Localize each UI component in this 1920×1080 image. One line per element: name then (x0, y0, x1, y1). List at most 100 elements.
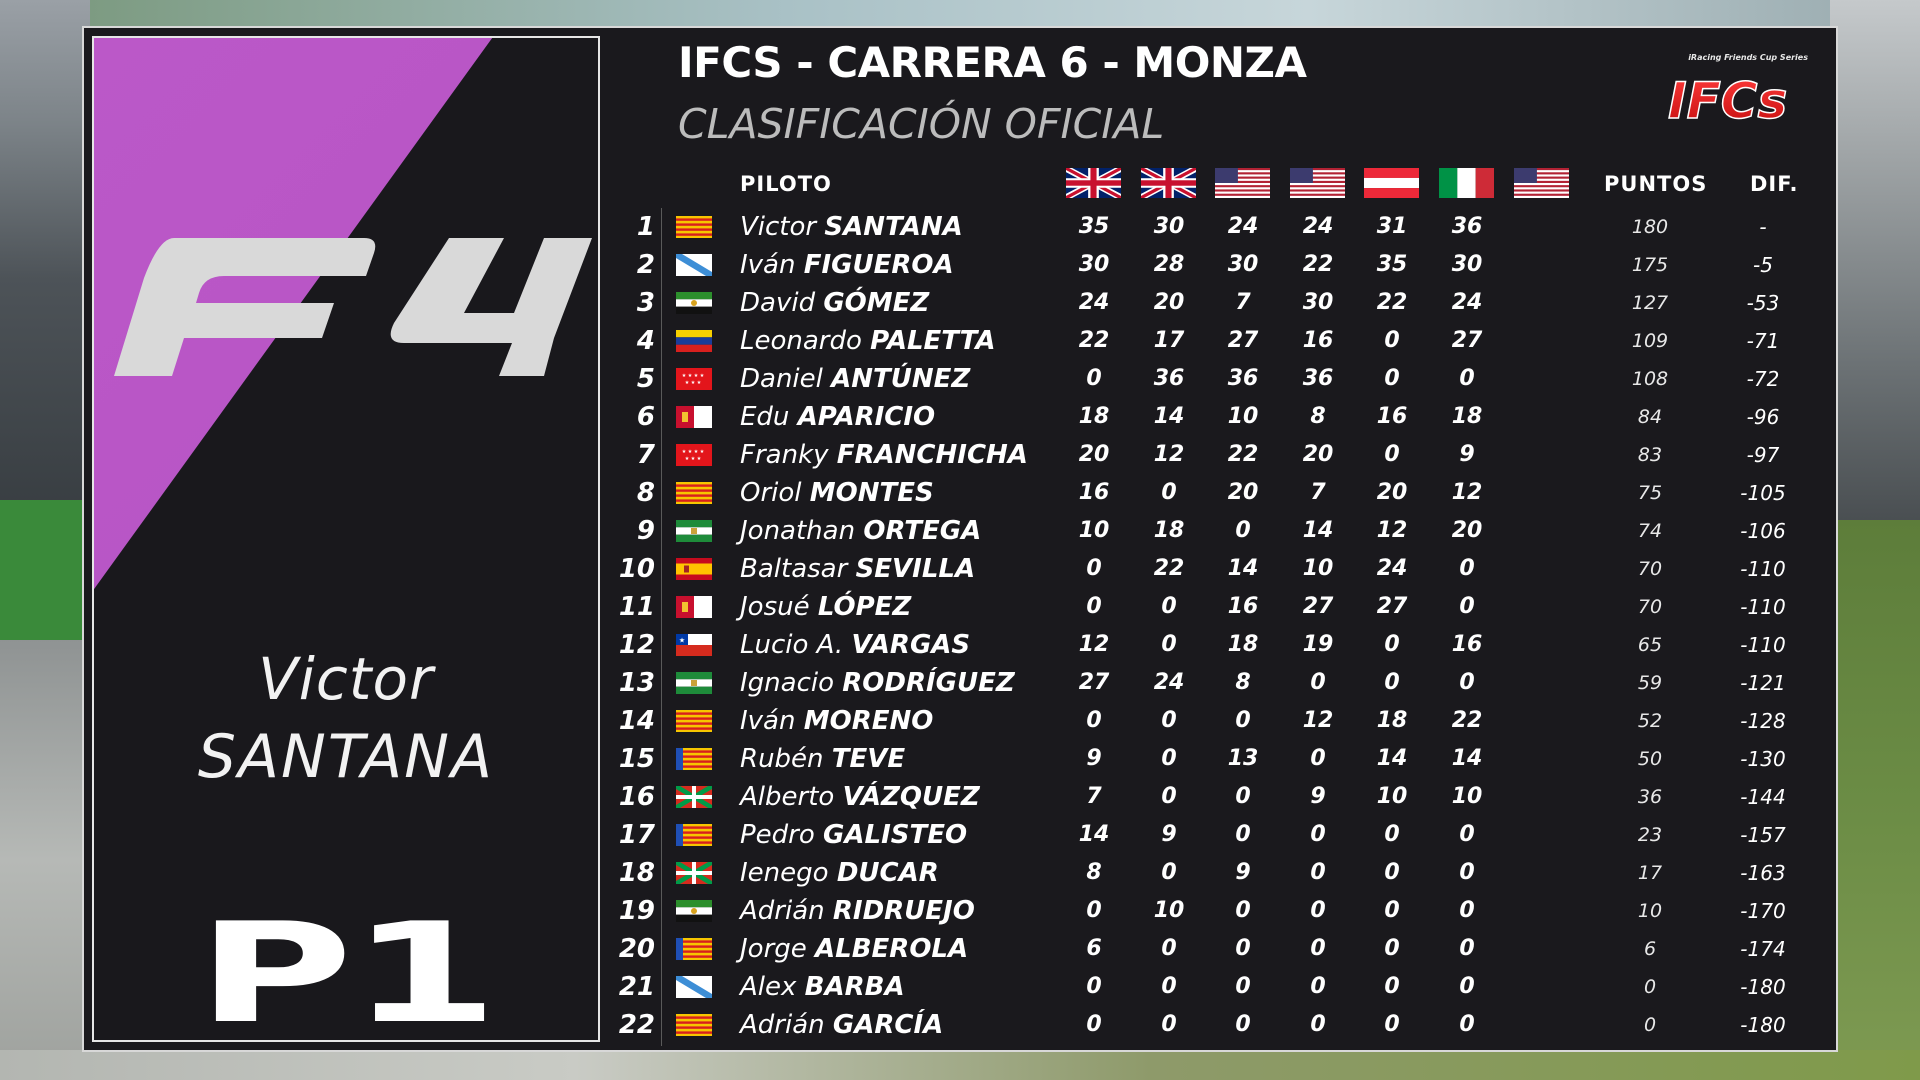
row-difference: -105 (1740, 481, 1786, 505)
driver-first-name: Ignacio (740, 668, 843, 698)
row-race-points: 6 (1086, 936, 1102, 961)
race-flag-austria-icon (1364, 168, 1419, 198)
row-race-points: 0 (1384, 670, 1400, 695)
race-flag-usa-icon (1514, 168, 1569, 198)
column-divider (661, 208, 662, 1046)
row-race-points: 10 (1302, 556, 1334, 581)
row-race-points: 0 (1384, 936, 1400, 961)
basque-flag-icon (676, 862, 712, 884)
row-race-points: 0 (1384, 632, 1400, 657)
row-race-points: 20 (1376, 480, 1408, 505)
row-driver-name: Franky FRANCHICHA (740, 436, 1028, 474)
row-driver-name: Rubén TEVE (740, 740, 905, 778)
row-difference: -170 (1740, 899, 1786, 923)
row-position: 22 (618, 1010, 655, 1040)
row-race-points: 36 (1227, 366, 1259, 391)
svg-text:★: ★ (691, 380, 696, 386)
andalusia-flag-icon (676, 520, 712, 542)
row-race-points: 0 (1086, 556, 1102, 581)
table-row: 17 Pedro GALISTEO 14 9 0 0 0 0 23 -157 (600, 816, 1800, 854)
row-race-points: 18 (1451, 404, 1483, 429)
row-difference: - (1759, 215, 1767, 239)
driver-last-name: PALETTA (870, 326, 996, 356)
driver-first-name: Iván (740, 250, 804, 280)
row-race-points: 30 (1302, 290, 1334, 315)
row-position: 5 (636, 364, 655, 394)
row-race-points: 0 (1459, 1012, 1475, 1037)
row-race-points: 10 (1227, 404, 1259, 429)
grass-left (0, 500, 90, 640)
svg-text:★: ★ (694, 373, 699, 379)
driver-last-name: VÁZQUEZ (842, 782, 980, 812)
catalonia-flag-icon (676, 710, 712, 732)
row-race-points: 24 (1227, 214, 1259, 239)
row-race-points: 35 (1078, 214, 1110, 239)
valencia-flag-icon (676, 748, 712, 770)
row-race-points: 12 (1302, 708, 1334, 733)
row-race-points: 0 (1310, 746, 1326, 771)
ifcs-logo: IFCs (1667, 71, 1788, 124)
row-difference: -5 (1753, 253, 1773, 277)
row-position: 1 (636, 212, 655, 242)
row-position: 11 (618, 592, 655, 622)
table-row: 13 Ignacio RODRÍGUEZ 27 24 8 0 0 0 59 -121 (600, 664, 1800, 702)
table-row: 9 Jonathan ORTEGA 10 18 0 14 12 20 74 -106 (600, 512, 1800, 550)
row-total-points: 65 (1637, 634, 1663, 656)
row-driver-name: Adrián RIDRUEJO (740, 892, 975, 930)
row-race-points: 16 (1227, 594, 1259, 619)
row-race-points: 30 (1153, 214, 1185, 239)
row-race-points: 0 (1086, 898, 1102, 923)
row-race-points: 24 (1078, 290, 1110, 315)
row-race-points: 16 (1078, 480, 1110, 505)
driver-first-name: Lucio A. (740, 630, 852, 660)
row-total-points: 0 (1643, 976, 1657, 998)
madrid-flag-icon: ★ ★ ★ ★ ★ ★ ★ (676, 444, 712, 466)
row-total-points: 0 (1643, 1014, 1657, 1036)
row-race-points: 0 (1310, 936, 1326, 961)
row-driver-name: Leonardo PALETTA (740, 322, 995, 360)
row-difference: -174 (1740, 937, 1786, 961)
row-position: 14 (618, 706, 655, 736)
row-race-points: 0 (1459, 898, 1475, 923)
row-driver-name: Iván MORENO (740, 702, 933, 740)
venezuela-flag-icon (676, 330, 712, 352)
table-row: 12 ★ Lucio A. VARGAS 12 0 18 19 0 16 65 -110 (600, 626, 1800, 664)
row-race-points: 0 (1459, 974, 1475, 999)
row-difference: -130 (1740, 747, 1786, 771)
row-race-points: 16 (1302, 328, 1334, 353)
table-row: 1 Victor SANTANA 35 30 24 24 31 36 180 - (600, 208, 1800, 246)
driver-first-name: Ienego (740, 858, 837, 888)
race-flag-usa-icon (1215, 168, 1270, 198)
row-driver-name: David GÓMEZ (740, 284, 929, 322)
row-total-points: 17 (1637, 862, 1663, 884)
row-race-points: 7 (1310, 480, 1326, 505)
row-race-points: 0 (1161, 974, 1177, 999)
row-race-points: 0 (1384, 442, 1400, 467)
row-race-points: 30 (1078, 252, 1110, 277)
table-row: 5 ★ ★ ★ ★ ★ ★ ★ Daniel ANTÚNEZ 0 36 36 36 0 0 108 -72 (600, 360, 1800, 398)
row-total-points: 108 (1631, 368, 1669, 390)
row-total-points: 23 (1637, 824, 1663, 846)
row-race-points: 0 (1161, 860, 1177, 885)
row-race-points: 20 (1451, 518, 1483, 543)
row-race-points: 13 (1227, 746, 1259, 771)
row-race-points: 9 (1086, 746, 1102, 771)
race-flag-uk-icon (1141, 168, 1196, 198)
row-race-points: 0 (1086, 1012, 1102, 1037)
row-position: 13 (618, 668, 655, 698)
driver-last-name: FIGUEROA (803, 250, 954, 280)
row-race-points: 8 (1310, 404, 1326, 429)
row-race-points: 14 (1302, 518, 1334, 543)
row-race-points: 0 (1161, 708, 1177, 733)
driver-last-name: FRANCHICHA (836, 440, 1028, 470)
driver-last-name: SEVILLA (855, 554, 976, 584)
row-race-points: 12 (1153, 442, 1185, 467)
driver-last-name: GÓMEZ (823, 288, 930, 318)
row-race-points: 0 (1086, 594, 1102, 619)
winner-position: P1 (196, 893, 499, 1042)
row-total-points: 84 (1637, 406, 1663, 428)
row-race-points: 18 (1376, 708, 1408, 733)
row-race-points: 0 (1384, 366, 1400, 391)
svg-text:★: ★ (688, 373, 693, 379)
galicia-flag-icon (676, 254, 712, 276)
